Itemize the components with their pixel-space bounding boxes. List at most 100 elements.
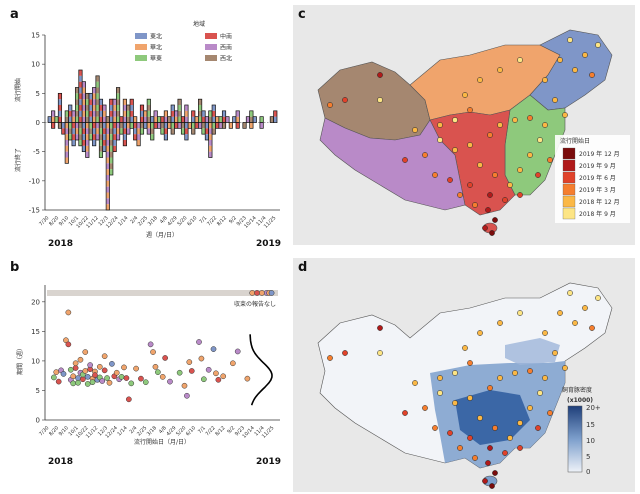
onset-bar-segment — [75, 116, 79, 123]
a-xtick-label: 8/12 — [216, 215, 228, 227]
onset-bar-segment — [222, 116, 226, 123]
onset-bar-segment — [75, 99, 79, 105]
outbreak-marker-c — [402, 157, 408, 163]
outbreak-point — [213, 370, 219, 377]
end-bar-segment — [99, 128, 103, 135]
legend-label-central: 中南 — [220, 33, 232, 41]
onset-bar-segment — [222, 110, 226, 117]
outbreak-marker-d — [535, 425, 541, 431]
legend-swatch-east — [135, 55, 147, 61]
outbreak-marker-d — [497, 375, 503, 381]
end-bar-segment — [171, 122, 175, 129]
onset-bar-segment — [205, 116, 209, 123]
legend-label-east: 華東 — [150, 55, 162, 63]
end-bar-segment — [65, 134, 69, 140]
end-bar-segment — [208, 134, 213, 140]
onset-bar-segment — [51, 110, 55, 117]
outbreak-point — [75, 375, 81, 381]
onset-bar-segment — [95, 81, 100, 88]
outbreak-marker-d — [402, 410, 408, 416]
outbreak-point — [133, 365, 139, 372]
onset-bar-segment — [85, 116, 90, 123]
end-bar-segment — [133, 134, 137, 140]
density-tick-20: 20+ — [586, 404, 601, 412]
outbreak-marker-d — [527, 368, 533, 374]
end-bar-segment — [106, 204, 110, 210]
onset-bar-segment — [92, 116, 96, 123]
outbreak-points-c — [327, 37, 601, 236]
ylabel-b: 期間（週） — [16, 345, 24, 375]
end-bar-segment — [167, 122, 172, 129]
end-bar-segment — [109, 128, 113, 135]
onset-bar-segment — [153, 110, 158, 117]
outbreak-point — [150, 349, 156, 355]
end-bar-segment — [136, 140, 141, 146]
end-bar-segment — [208, 151, 213, 158]
end-bar-segment — [133, 128, 137, 135]
end-bar-segment — [123, 134, 127, 140]
density-colorbar — [567, 405, 583, 473]
outbreak-point — [87, 362, 93, 368]
outbreak-point — [123, 375, 130, 381]
outbreak-marker-c — [447, 177, 453, 183]
end-bar-segment — [184, 128, 189, 135]
outbreak-point — [167, 378, 173, 385]
a-ytick-label: -10 — [29, 177, 40, 185]
end-bar-segment — [106, 128, 110, 135]
density-tick-10: 10 — [586, 437, 595, 445]
map-c-legend-swatch — [562, 183, 576, 196]
end-bar-segment — [89, 122, 93, 129]
panel-label-a: a — [10, 7, 19, 22]
end-bar-segment — [181, 128, 185, 135]
b-ytick-label: 10 — [31, 357, 40, 365]
onset-bar-segment — [147, 116, 151, 123]
end-bar-segment — [65, 122, 69, 129]
onset-bar-segment — [140, 116, 144, 123]
outbreak-marker-c — [517, 57, 523, 63]
end-bar-segment — [95, 128, 100, 135]
onset-bar-segment — [95, 87, 100, 94]
end-bar-segment — [259, 122, 264, 129]
end-bar-segment — [242, 122, 247, 129]
panel-label-b: b — [10, 260, 19, 275]
map-c-legend-label: 2019 年 9 月 — [579, 162, 616, 170]
end-bar-segment — [119, 122, 124, 129]
end-bar-segment — [92, 122, 96, 129]
outbreak-point — [50, 374, 57, 381]
onset-bar-segment — [78, 70, 83, 76]
a-xtick-label: 2/4 — [129, 215, 139, 225]
onset-bar-segment — [181, 116, 185, 123]
outbreak-point — [84, 381, 91, 387]
outbreak-marker-c — [489, 230, 495, 236]
outbreak-marker-d — [477, 415, 483, 421]
end-bar-segment — [109, 169, 113, 175]
outbreak-marker-d — [537, 390, 543, 396]
end-bar-segment — [184, 134, 189, 140]
end-bar-segment — [89, 134, 93, 140]
outbreak-marker-c — [582, 52, 588, 58]
end-bar-outline — [242, 122, 247, 129]
end-bar-segment — [95, 122, 100, 129]
onset-bar-segment — [198, 116, 202, 123]
legend-swatch-northwest — [205, 55, 217, 61]
end-bar-outline — [208, 122, 213, 158]
legend-swatch-central — [205, 33, 217, 39]
outbreak-marker-c — [497, 122, 503, 128]
end-bar-segment — [106, 140, 110, 146]
end-bar-segment — [116, 128, 120, 135]
outbreak-marker-d — [517, 310, 523, 316]
end-bar-segment — [82, 122, 86, 129]
outbreak-marker-c — [535, 172, 541, 178]
onset-bar-segment — [273, 110, 277, 117]
outbreak-marker-d — [477, 330, 483, 336]
end-bar-segment — [106, 175, 110, 181]
end-bar-segment — [109, 151, 113, 158]
onset-bar-segment — [75, 93, 79, 100]
outbreak-point — [210, 346, 217, 352]
onset-bar-segment — [123, 99, 127, 105]
outbreak-marker-c — [377, 97, 383, 103]
a-ytick-label: 15 — [31, 32, 40, 40]
year-2019-a: 2019 — [256, 239, 281, 249]
outbreak-point — [215, 376, 222, 383]
onset-bar-segment — [147, 105, 151, 111]
